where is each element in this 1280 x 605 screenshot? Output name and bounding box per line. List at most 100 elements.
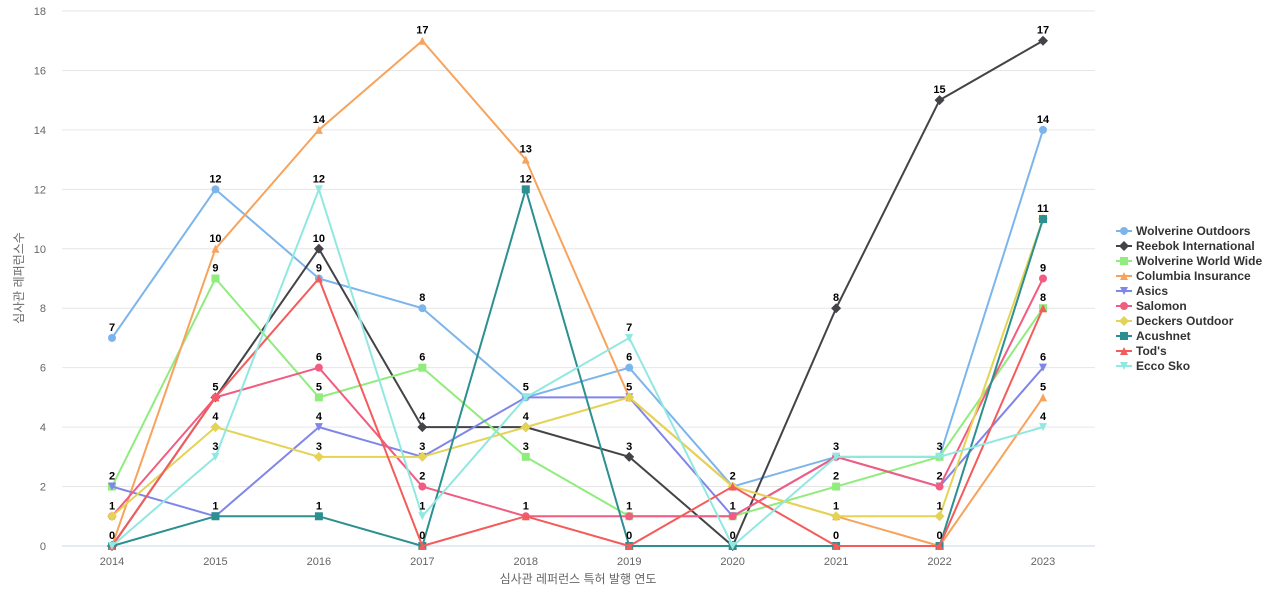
data-point[interactable] [211,244,220,253]
data-label: 6 [1040,352,1046,364]
data-point[interactable] [108,542,116,550]
data-point[interactable] [625,542,634,550]
data-label: 1 [316,500,322,512]
series-line[interactable] [111,188,1044,547]
data-point[interactable] [521,155,530,164]
data-point[interactable] [935,482,944,491]
legend-label: Deckers Outdoor [1136,314,1234,328]
data-point[interactable] [210,422,221,433]
legend-symbol[interactable] [1120,332,1128,340]
data-point[interactable] [521,393,530,402]
legend-item[interactable]: Wolverine World Wide [1116,254,1262,268]
legend-item[interactable]: Acushnet [1116,329,1191,343]
data-point[interactable] [625,333,634,342]
legend-item[interactable]: Wolverine Outdoors [1116,224,1251,238]
legend-item[interactable]: Reebok International [1116,239,1255,253]
legend-symbol[interactable] [1120,362,1128,370]
data-point[interactable] [417,422,428,433]
data-point[interactable] [728,482,737,491]
data-point[interactable] [418,482,427,491]
data-point[interactable] [314,512,323,521]
data-point[interactable] [935,452,944,461]
data-point[interactable] [314,423,323,432]
data-point[interactable] [314,274,323,283]
data-point[interactable] [418,36,427,45]
y-axis-title: 심사관 레퍼런스수 [12,232,26,324]
data-point[interactable] [1039,215,1047,224]
legend-symbol[interactable] [1119,316,1129,326]
legend-item[interactable]: Asics [1116,284,1168,298]
data-point[interactable] [728,542,737,550]
data-point[interactable] [211,185,220,194]
data-point[interactable] [314,185,323,194]
data-point[interactable] [313,451,324,462]
data-point[interactable] [314,363,323,372]
data-point[interactable] [831,303,842,314]
data-point[interactable] [934,511,945,522]
data-point[interactable] [211,274,220,283]
data-point[interactable] [521,512,530,521]
data-point[interactable] [935,542,944,550]
data-point[interactable] [313,243,324,254]
data-label: 6 [626,352,632,364]
data-point[interactable] [418,363,427,372]
legend-item[interactable]: Deckers Outdoor [1116,314,1234,328]
data-label: 1 [212,500,218,512]
legend-symbol[interactable] [1120,227,1128,235]
data-label: 4 [316,411,323,423]
data-point[interactable] [624,392,635,403]
legend-symbol[interactable] [1120,302,1128,310]
data-point[interactable] [625,363,634,372]
data-label: 4 [1040,411,1047,423]
legend-symbol[interactable] [1120,347,1128,355]
series-line[interactable] [111,39,1044,547]
data-point[interactable] [1039,304,1047,313]
data-point[interactable] [624,451,635,462]
legend-symbol[interactable] [1120,257,1128,265]
data-point[interactable] [108,482,116,491]
data-point[interactable] [418,512,427,521]
data-point[interactable] [418,542,427,550]
data-point[interactable] [418,304,427,313]
data-point[interactable] [625,512,634,521]
data-point[interactable] [107,511,117,522]
data-point[interactable] [211,452,220,461]
data-point[interactable] [1039,393,1047,402]
data-point[interactable] [832,452,841,461]
legend-item[interactable]: Tod's [1116,344,1167,358]
data-point[interactable] [1039,274,1047,283]
series-line[interactable] [111,278,1044,518]
data-point[interactable] [521,185,530,194]
legend-symbol[interactable] [1120,272,1128,280]
data-point[interactable] [211,512,220,521]
data-label: 2 [419,471,425,483]
data-point[interactable] [934,95,945,106]
data-point[interactable] [211,393,220,402]
series-line[interactable] [111,39,1044,547]
data-point[interactable] [832,542,841,550]
legend-item[interactable]: Columbia Insurance [1116,269,1251,283]
data-point[interactable] [521,452,530,461]
data-point[interactable] [314,393,323,402]
data-point[interactable] [520,422,531,433]
legend-symbol[interactable] [1120,287,1128,295]
data-point[interactable] [417,451,428,462]
legend-item[interactable]: Ecco Sko [1116,359,1190,373]
legend-symbol[interactable] [1119,241,1129,251]
legend-label: Ecco Sko [1136,359,1190,373]
series-line[interactable] [111,277,1044,547]
data-point[interactable] [108,333,116,342]
data-point[interactable] [728,512,737,521]
data-point[interactable] [832,482,841,491]
data-point[interactable] [831,511,842,522]
legend-item[interactable]: Salomon [1116,299,1187,313]
data-label: 12 [209,173,221,185]
data-point[interactable] [1039,423,1047,432]
data-point[interactable] [1038,35,1048,46]
data-label: 2 [936,471,942,483]
data-point[interactable] [314,125,323,134]
data-point[interactable] [1039,125,1047,134]
data-point[interactable] [1039,363,1047,372]
series-line[interactable] [111,218,1044,518]
